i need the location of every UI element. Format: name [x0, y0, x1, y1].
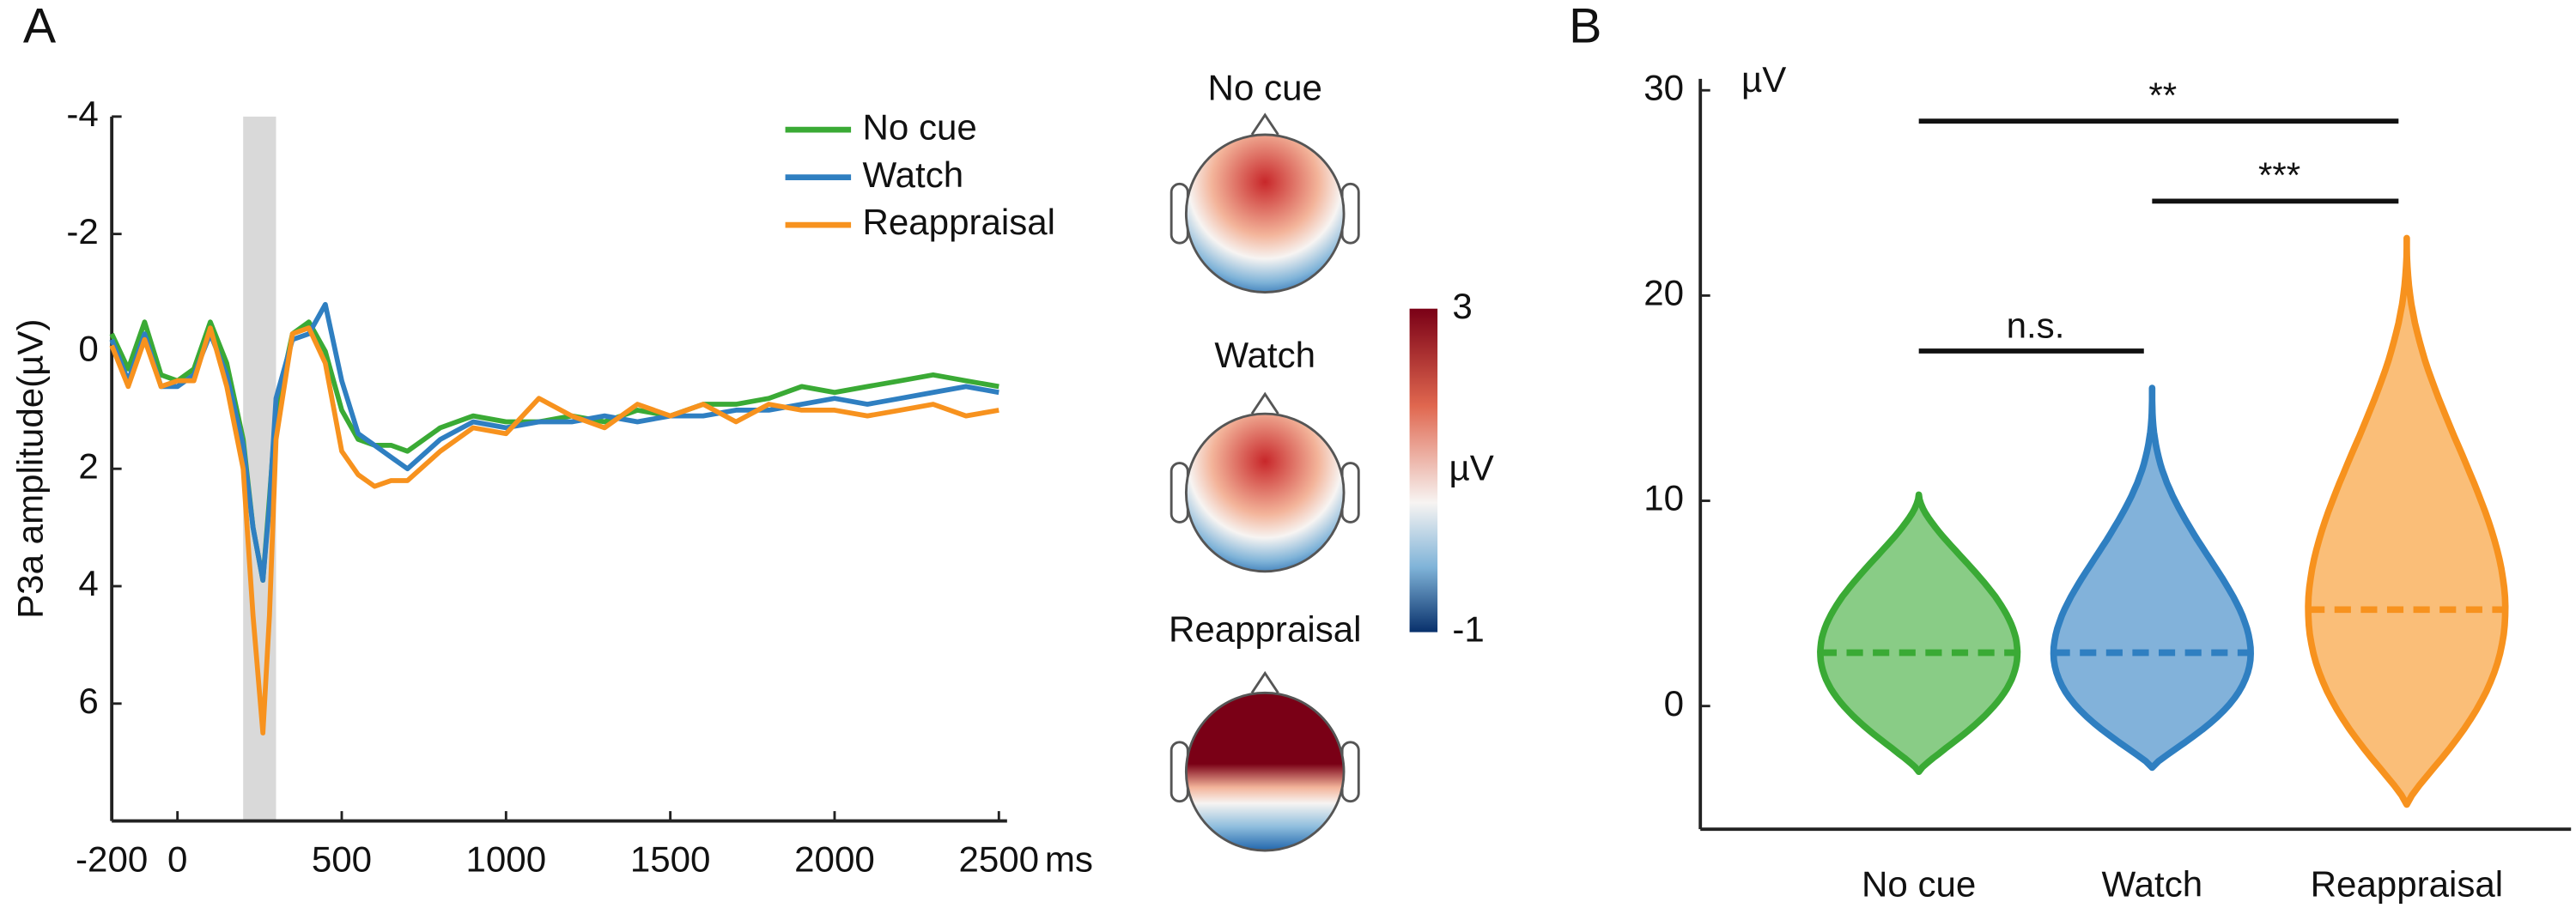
colorbar-label: µV: [1449, 447, 1493, 487]
y-tick-label: -2: [66, 211, 98, 251]
x-unit: ms: [1045, 839, 1093, 880]
significance-label: n.s.: [2007, 305, 2065, 345]
violin: [2050, 384, 2254, 772]
series-line: [109, 325, 999, 735]
significance-label: **: [2148, 75, 2177, 115]
head: [1170, 112, 1360, 294]
panel-label: B: [1569, 0, 1601, 54]
x-tick-label: Watch: [2102, 863, 2203, 904]
x-tick-label: Reappraisal: [2311, 863, 2504, 904]
significance-label: ***: [2258, 155, 2300, 196]
y-tick-label: 0: [1664, 683, 1684, 723]
x-tick-label: 1500: [630, 839, 711, 880]
panel-label: A: [23, 0, 57, 54]
y-unit: µV: [1741, 59, 1786, 100]
x-tick-label: 0: [167, 839, 187, 880]
y-tick-label: 0: [78, 329, 98, 369]
colorbar: [1409, 308, 1438, 633]
map-title: Watch: [1214, 335, 1315, 375]
colorbar-tick-label: -1: [1452, 609, 1484, 650]
violin: [2305, 234, 2509, 808]
map-title: Reappraisal: [1169, 609, 1362, 650]
y-tick-label: 4: [78, 563, 98, 603]
series-line: [109, 319, 999, 583]
legend-label: No cue: [862, 106, 976, 147]
topomaps: [1170, 112, 1360, 852]
x-tick-label: 500: [312, 839, 372, 880]
x-tick-label: 1000: [466, 839, 547, 880]
x-tick-label: No cue: [1862, 863, 1976, 904]
map-title: No cue: [1208, 67, 1322, 107]
y-tick-label: -4: [66, 94, 98, 134]
legend-label: Reappraisal: [862, 202, 1055, 242]
y-axis-label: P3a amplitude(µV): [9, 319, 50, 619]
y-tick-label: 2: [78, 445, 98, 486]
colorbar-tick-label: 3: [1452, 286, 1472, 326]
head: [1170, 670, 1360, 852]
head: [1170, 391, 1360, 573]
y-tick-label: 30: [1643, 67, 1684, 107]
legend-label: Watch: [862, 154, 963, 195]
y-tick-label: 6: [78, 681, 98, 721]
violin: [1817, 491, 2021, 776]
y-tick-label: 20: [1643, 273, 1684, 313]
x-tick-label: 2000: [794, 839, 875, 880]
x-tick-label: 2500: [958, 839, 1039, 880]
x-tick-label: -200: [76, 839, 148, 880]
y-tick-label: 10: [1643, 478, 1684, 518]
